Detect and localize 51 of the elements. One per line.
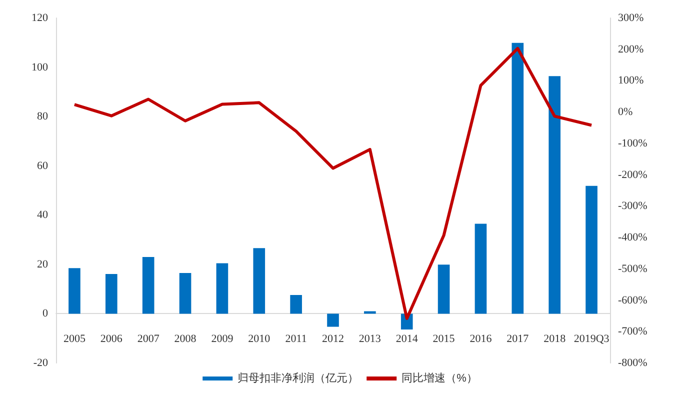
bar [142, 257, 154, 314]
y2-tick-label: -500% [618, 262, 648, 275]
bar [327, 314, 339, 327]
y-tick-label: 0 [42, 308, 48, 320]
x-tick-label: 2019Q3 [574, 333, 610, 346]
y-tick-label: 120 [32, 12, 48, 24]
x-tick-label: 2005 [63, 333, 86, 346]
bar [253, 248, 266, 314]
y2-tick-label: 200% [618, 43, 644, 56]
x-tick-label: 2012 [322, 333, 344, 346]
bar [474, 224, 487, 314]
bar [105, 274, 118, 314]
x-tick-label: 2011 [285, 333, 307, 346]
x-tick-label: 2010 [248, 333, 271, 346]
x-tick-label: 2018 [544, 333, 566, 346]
legend-label: 归母扣非净利润（亿元） [238, 372, 359, 384]
bar [216, 263, 228, 314]
y2-tick-label: -700% [618, 326, 648, 338]
bar [68, 268, 80, 314]
bar [438, 264, 450, 314]
x-tick-label: 2016 [470, 333, 492, 346]
y-tick-label: 20 [37, 258, 48, 270]
y2-tick-label: -400% [618, 232, 648, 244]
y2-tick-label: -200% [618, 168, 648, 181]
x-tick-label: 2014 [396, 333, 418, 346]
x-tick-label: 2007 [137, 333, 160, 346]
bar [290, 294, 302, 314]
y-tick-label: 100 [32, 61, 48, 74]
y2-tick-label: -300% [618, 200, 648, 212]
bar [179, 273, 192, 314]
y2-tick-label: -600% [618, 294, 648, 306]
y-tick-label: 40 [37, 209, 48, 222]
bar [512, 42, 524, 314]
y2-tick-label: 0% [618, 106, 633, 118]
x-tick-label: 2009 [211, 333, 234, 346]
y2-tick-label: 300% [618, 12, 644, 24]
y2-tick-label: -800% [618, 357, 648, 369]
x-tick-label: 2008 [174, 333, 197, 346]
line-series [72, 46, 594, 320]
x-tick-label: 2015 [432, 333, 456, 346]
x-tick-label: 2013 [358, 333, 382, 346]
legend-label: 同比增速（%） [402, 372, 478, 384]
y-tick-label: 60 [37, 160, 48, 172]
y-tick-label: 80 [37, 110, 48, 123]
bar [548, 76, 561, 314]
x-tick-label: 2017 [506, 333, 530, 346]
y2-tick-label: 100% [618, 74, 644, 87]
y2-tick-label: -100% [618, 137, 648, 150]
x-tick-label: 2006 [100, 333, 123, 346]
y-tick-label: -20 [33, 357, 48, 369]
bar [586, 186, 598, 314]
